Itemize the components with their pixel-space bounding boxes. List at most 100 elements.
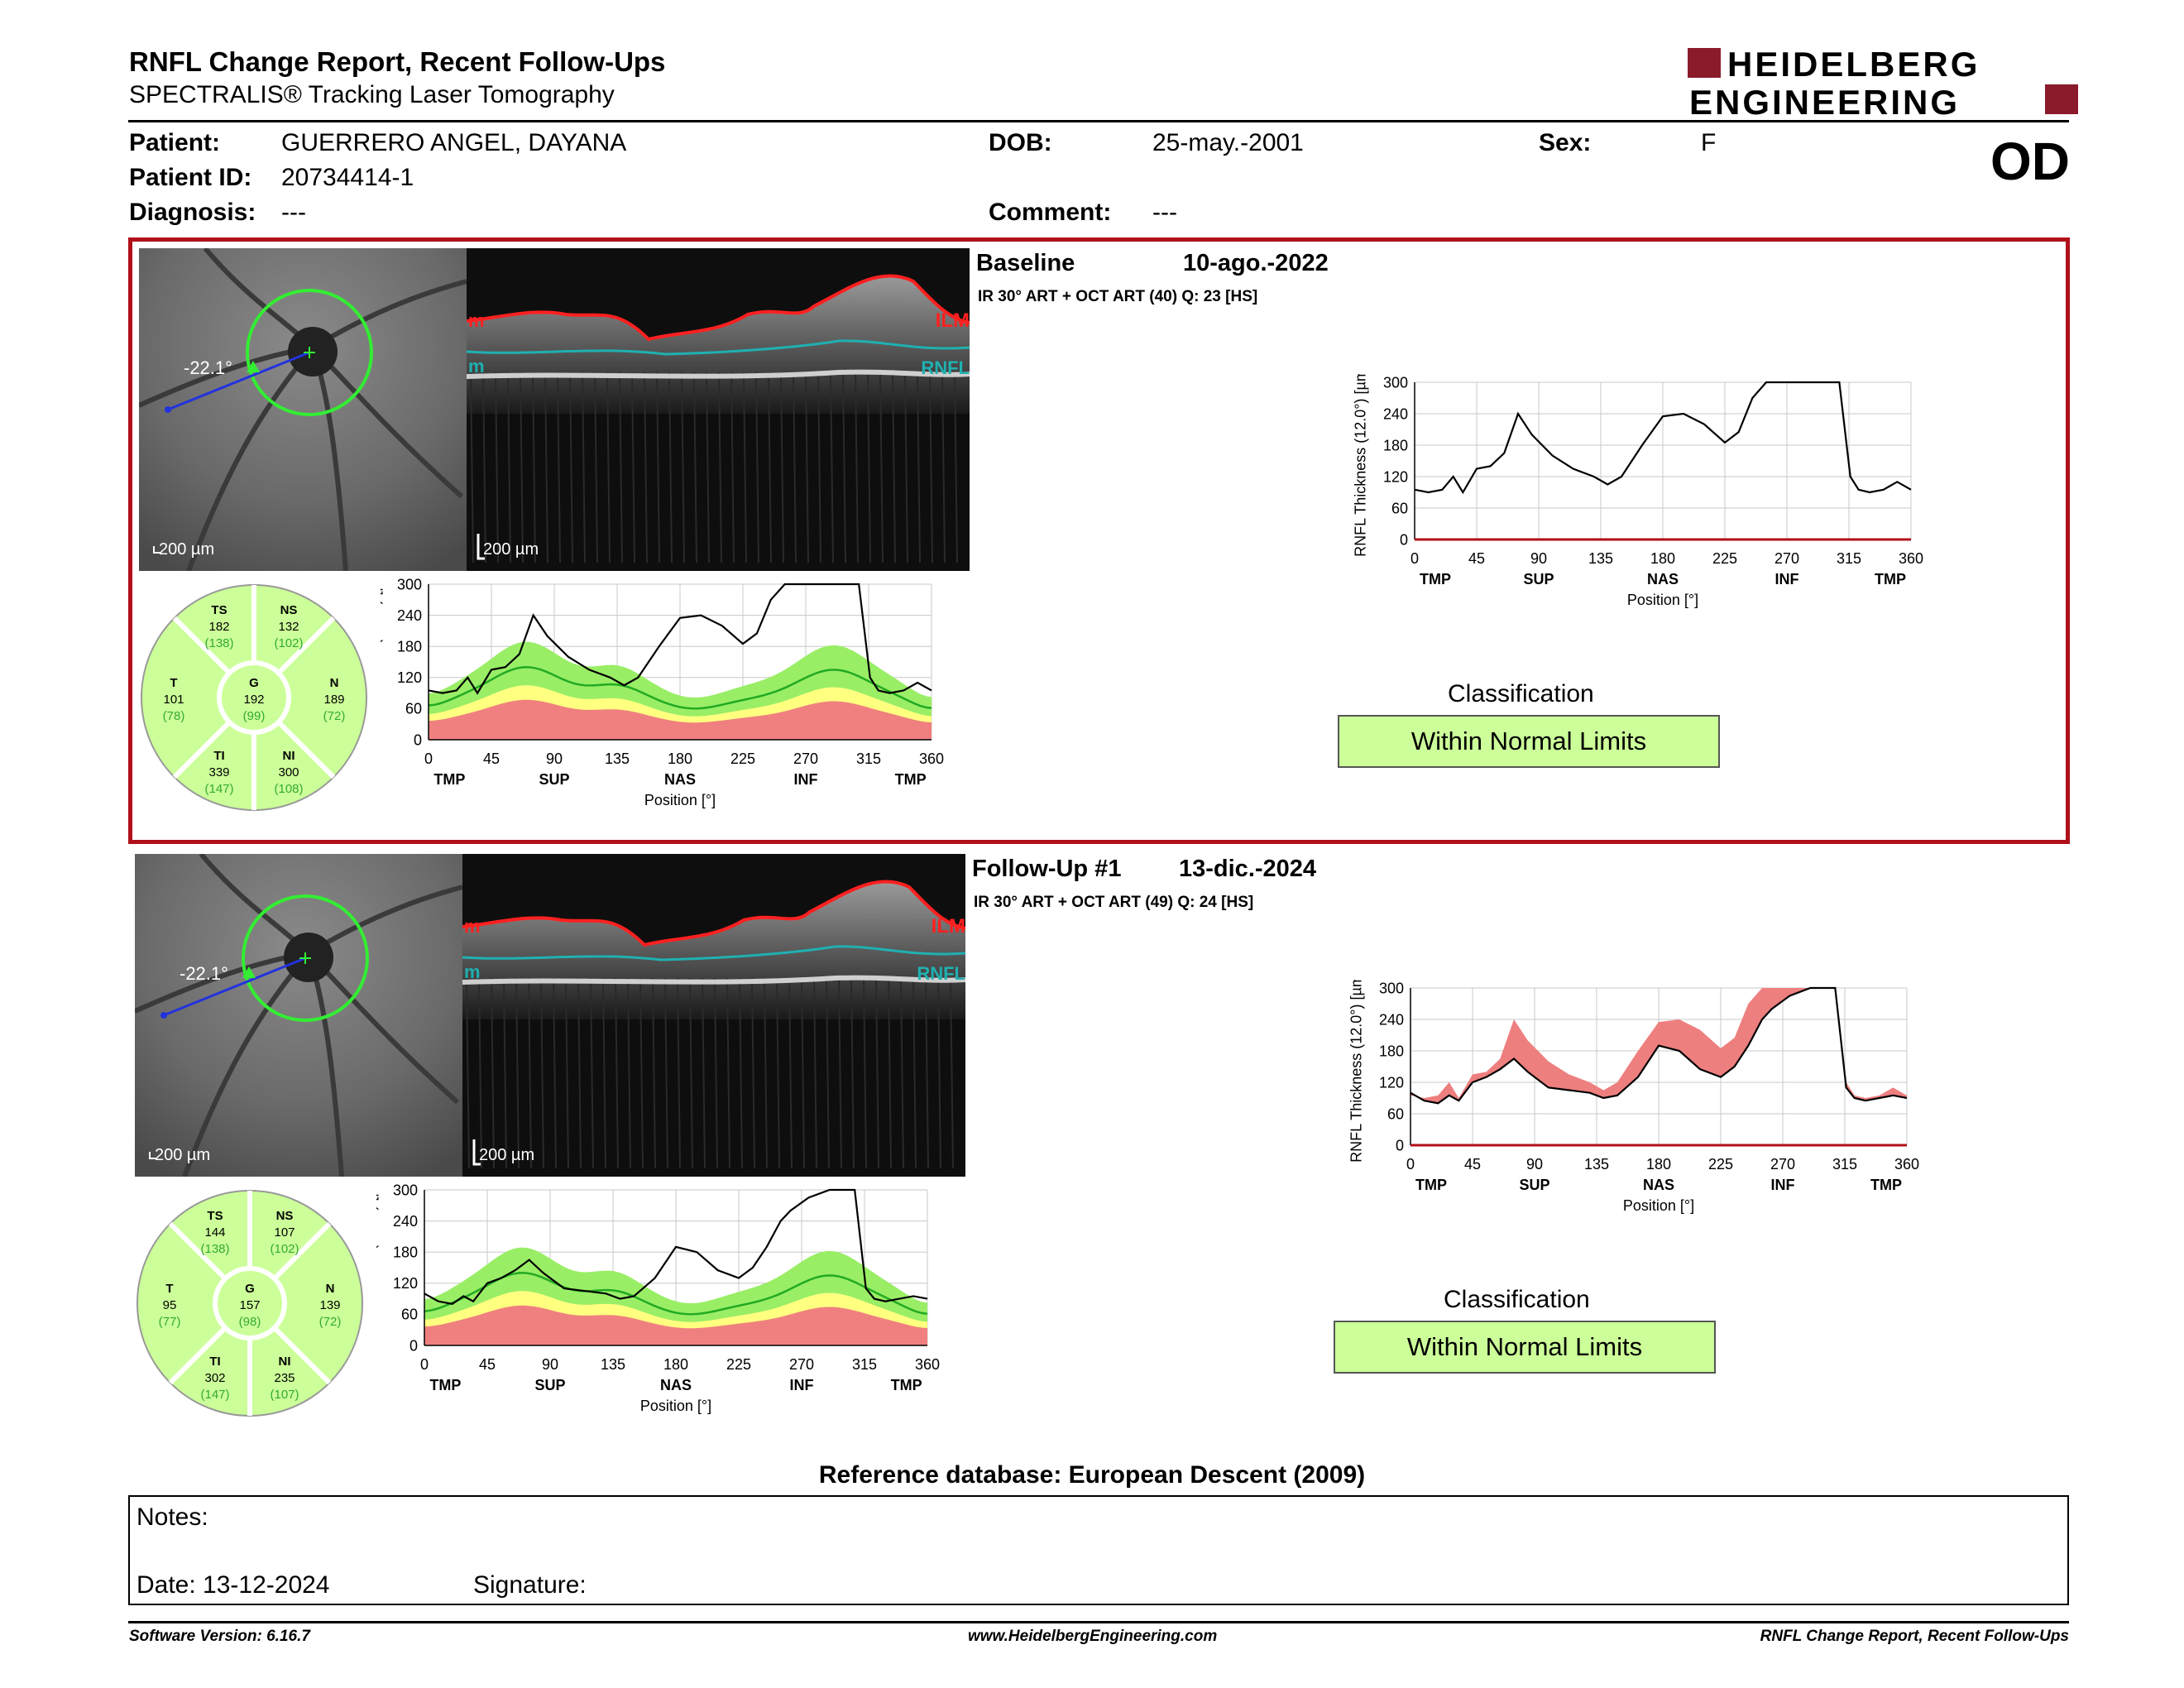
sector-name: N (330, 676, 339, 690)
region-label: INF (1775, 571, 1799, 587)
sector-name: G (245, 1282, 255, 1296)
sector-normal-value: (77) (159, 1315, 181, 1329)
ilm-left-marker: m (468, 310, 485, 331)
y-tick-label: 240 (1379, 1011, 1404, 1028)
thickness-trend-chart: 0 60 120 180 240 300 0 45 90 135 180 225 270 315 360 TM… (1348, 971, 1919, 1214)
header-divider (128, 120, 2069, 122)
y-tick-label: 0 (414, 731, 422, 748)
region-label: INF (794, 771, 818, 788)
classification-result: Within Normal Limits (1334, 1321, 1716, 1374)
sector-ts: TS 144 (138) (200, 1209, 229, 1256)
x-tick-label: 0 (1410, 550, 1419, 567)
x-tick-label: 270 (793, 750, 818, 767)
scan-circle (242, 894, 369, 1022)
sector-value: 132 (278, 620, 299, 634)
x-tick-label: 360 (1899, 550, 1923, 567)
sector-normal-value: (147) (204, 782, 233, 796)
y-tick-label: 120 (393, 1275, 418, 1292)
sector-normal-value: (108) (274, 782, 303, 796)
report-title: RNFL Change Report, Recent Follow-Ups (129, 46, 666, 77)
sector-wrap: TS 144 (138) NS 107 (102) T 95 (77) G 157 (98) N 139 (… (135, 1188, 365, 1418)
sector-normal-value: (98) (239, 1315, 261, 1329)
sector-value: 95 (163, 1298, 177, 1312)
x-tick-label: 360 (1894, 1156, 1919, 1172)
y-axis-label: RNFL Thickness (12.0°) [µm] (376, 1178, 379, 1364)
x-tick-label: 45 (479, 1356, 496, 1373)
x-tick-label: 360 (915, 1356, 940, 1373)
trend-chart-frame: 0 60 120 180 240 300 0 45 90 135 180 225 270 315 360 TM… (1195, 971, 1923, 1344)
trend-chart-frame: 0 60 120 180 240 300 0 45 90 135 180 225 270 315 360 TM… (1200, 365, 1928, 738)
sector-value: 182 (208, 620, 229, 634)
ilm-left-marker: m (464, 916, 481, 937)
rnfl-left-marker: m (464, 961, 481, 982)
sector-name: N (326, 1282, 335, 1296)
sector-normal-value: (147) (200, 1388, 229, 1402)
oct-scale-bar: 200 µm (483, 540, 539, 559)
oct-frame: ILM RNFL m m 200 µm (462, 854, 965, 1177)
y-tick-label: 240 (397, 607, 422, 624)
sector-value: 101 (163, 693, 184, 707)
region-label: NAS (660, 1377, 692, 1393)
patient-label: Patient: (129, 129, 221, 156)
x-tick-label: 45 (483, 750, 500, 767)
x-tick-label: 180 (1646, 1156, 1671, 1172)
sector-ts: TS 182 (138) (204, 603, 233, 650)
signature-label: Signature: (473, 1571, 587, 1599)
dob-label: DOB: (989, 129, 1052, 156)
normative-thickness-chart: 0 60 120 180 240 300 0 45 90 135 180 225 270 315 360 TM… (362, 1172, 940, 1414)
notes-box[interactable]: Notes: Date: 13-12-2024 Signature: (128, 1495, 2069, 1605)
sector-value: 189 (323, 693, 344, 707)
sex-value: F (1701, 129, 1717, 156)
sector-value: 235 (274, 1371, 295, 1385)
sector-name: NS (276, 1209, 294, 1223)
x-tick-label: 315 (852, 1356, 877, 1373)
oct-frame: ILM RNFL m m 200 µm (467, 248, 970, 571)
rnfl-thickness-line (428, 583, 932, 695)
rnfl-label: RNFL (921, 357, 970, 378)
x-tick-label: 135 (1588, 550, 1613, 567)
rnfl-thickness-line (1410, 986, 1908, 1105)
thickness-change-area (1410, 988, 1907, 1104)
x-axis-label: Position [°] (1623, 1197, 1694, 1214)
orientation-line (163, 957, 306, 1017)
footer-website[interactable]: www.HeidelbergEngineering.com (968, 1628, 1218, 1645)
sector-value: 300 (278, 765, 299, 779)
sector-normal-value: (138) (200, 1242, 229, 1256)
x-tick-label: 90 (1530, 550, 1547, 567)
sector-name: NI (279, 1355, 291, 1369)
sector-t: T 95 (77) (159, 1282, 181, 1329)
y-tick-label: 300 (1379, 980, 1404, 996)
x-tick-label: 270 (1774, 550, 1799, 567)
normative-chart-frame: 0 60 120 180 240 300 0 45 90 135 180 225 270 315 360 TM… (362, 1172, 965, 1440)
baseline-panel: -22.1° 200 µm ILM RNFL m m 200 µm TS 182 (138) NS 1… (128, 237, 2070, 844)
sector-ns: NS 107 (102) (270, 1209, 299, 1256)
rnfl-boundary (467, 339, 970, 356)
y-tick-label: 0 (1400, 531, 1408, 548)
sector-normal-value: (102) (270, 1242, 299, 1256)
oct-scale-bar: 200 µm (479, 1146, 534, 1164)
x-tick-label: 45 (1464, 1156, 1481, 1172)
y-tick-label: 300 (393, 1182, 418, 1198)
exam-label: Follow-Up #1 (972, 856, 1122, 882)
y-tick-label: 60 (1391, 500, 1408, 516)
x-tick-label: 270 (1770, 1156, 1795, 1172)
sector-ti: TI 302 (147) (200, 1355, 229, 1402)
footer-software-version: Software Version: 6.16.7 (129, 1628, 310, 1645)
x-tick-label: 135 (601, 1356, 625, 1373)
dob-value: 25-may.-2001 (1152, 129, 1304, 156)
y-tick-label: 60 (1387, 1105, 1404, 1122)
notes-date: Date: 13-12-2024 (136, 1571, 330, 1599)
sector-ni: NI 235 (107) (270, 1355, 299, 1402)
angle-label: -22.1° (180, 963, 228, 984)
y-axis-label: RNFL Thickness (12.0°) [µm] (1353, 374, 1369, 557)
sector-name: T (165, 1282, 173, 1296)
reference-database: Reference database: European Descent (20… (818, 1461, 1366, 1489)
sector-value: 339 (208, 765, 229, 779)
x-tick-label: 0 (420, 1356, 429, 1373)
x-tick-label: 315 (856, 750, 881, 767)
heidelberg-logo: HEIDELBERG ENGINEERING (1688, 45, 2078, 117)
logo-line2: ENGINEERING (1689, 83, 1960, 117)
angle-label: -22.1° (184, 357, 232, 378)
rnfl-boundary (462, 945, 965, 961)
y-tick-label: 180 (1383, 437, 1408, 453)
